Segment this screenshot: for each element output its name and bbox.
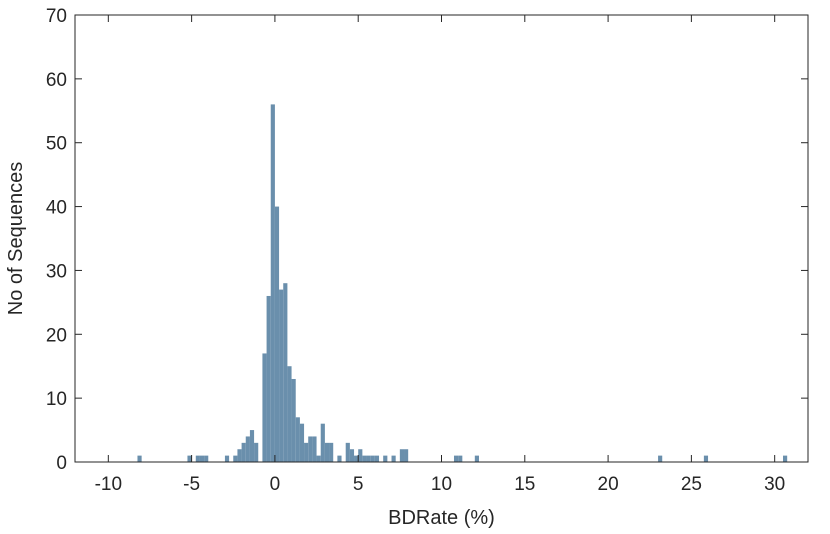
histogram-bar: [324, 442, 330, 462]
y-axis-ticks: 0 10 20 30 40 50 60 70: [46, 6, 808, 474]
y-axis-label: No of Sequences: [5, 162, 27, 315]
plot-area-frame: [74, 14, 809, 463]
x-tick-label: -10: [95, 474, 122, 495]
histogram-bar: [274, 206, 280, 462]
x-axis-ticks: -10 -5 0 5 10 15 20 25 30: [95, 15, 785, 495]
histogram-bar: [374, 455, 380, 462]
histogram-bar: [345, 442, 350, 462]
histogram-bar: [458, 455, 463, 462]
histogram-bar: [270, 104, 275, 463]
histogram-bar: [370, 455, 375, 462]
x-tick-label: 10: [431, 474, 452, 495]
histogram-bar: [199, 455, 205, 462]
histogram-bar: [703, 455, 709, 462]
histogram-bar: [308, 436, 313, 462]
histogram-bar: [453, 455, 459, 462]
histogram-bar: [366, 455, 371, 462]
x-tick-label: 0: [270, 474, 281, 495]
histogram-bar: [783, 455, 788, 462]
x-tick-label: 30: [764, 474, 785, 495]
x-axis-label: BDRate (%): [388, 507, 495, 529]
histogram-bar: [320, 423, 325, 462]
histogram-bar: [354, 455, 359, 462]
y-tick-label: 10: [46, 389, 67, 410]
y-tick-label: 50: [46, 134, 67, 155]
histogram-bar: [399, 449, 405, 462]
histogram-bar: [337, 455, 342, 462]
histogram-bar: [291, 378, 296, 462]
histogram-bar: [266, 295, 271, 462]
histogram-bar: [195, 455, 200, 462]
histogram-bar: [329, 442, 334, 462]
x-tick-label: 25: [681, 474, 702, 495]
y-tick-label: 60: [46, 70, 67, 91]
histogram-bar: [279, 289, 284, 462]
histogram-bar: [237, 449, 242, 462]
histogram-bar: [224, 455, 230, 462]
histogram-bar: [245, 436, 250, 462]
x-tick-label: 5: [353, 474, 364, 495]
histogram-bar: [241, 442, 246, 462]
histogram-bar: [316, 455, 321, 462]
histogram-bar: [349, 449, 355, 462]
y-tick-label: 70: [46, 6, 67, 27]
histogram-bar: [254, 442, 259, 462]
histogram-bar: [304, 442, 309, 462]
histogram-bar: [299, 423, 305, 462]
histogram-bar: [187, 455, 192, 462]
histogram-bar: [474, 455, 479, 462]
histogram-bar: [262, 353, 267, 462]
histogram-bar: [137, 455, 142, 462]
histogram-bar: [658, 455, 663, 462]
x-tick-label: 20: [598, 474, 619, 495]
histogram-bar: [404, 449, 409, 462]
histogram-bar: [204, 455, 209, 462]
y-tick-label: 20: [46, 325, 67, 346]
histogram-bar: [283, 283, 288, 462]
y-tick-label: 30: [46, 261, 67, 282]
histogram-bar: [295, 417, 300, 462]
histogram-bar: [391, 455, 396, 462]
histogram-bar: [383, 455, 388, 462]
histogram-bar: [233, 455, 238, 462]
histogram-bar: [358, 449, 363, 462]
y-tick-label: 40: [46, 198, 67, 219]
x-tick-label: 15: [514, 474, 535, 495]
histogram-bars: [137, 104, 788, 463]
histogram-bar: [362, 455, 367, 462]
histogram-bar: [249, 430, 255, 462]
histogram-bar: [287, 366, 292, 462]
x-tick-label: -5: [183, 474, 200, 495]
histogram-bar: [312, 436, 317, 462]
y-tick-label: 0: [56, 453, 67, 474]
